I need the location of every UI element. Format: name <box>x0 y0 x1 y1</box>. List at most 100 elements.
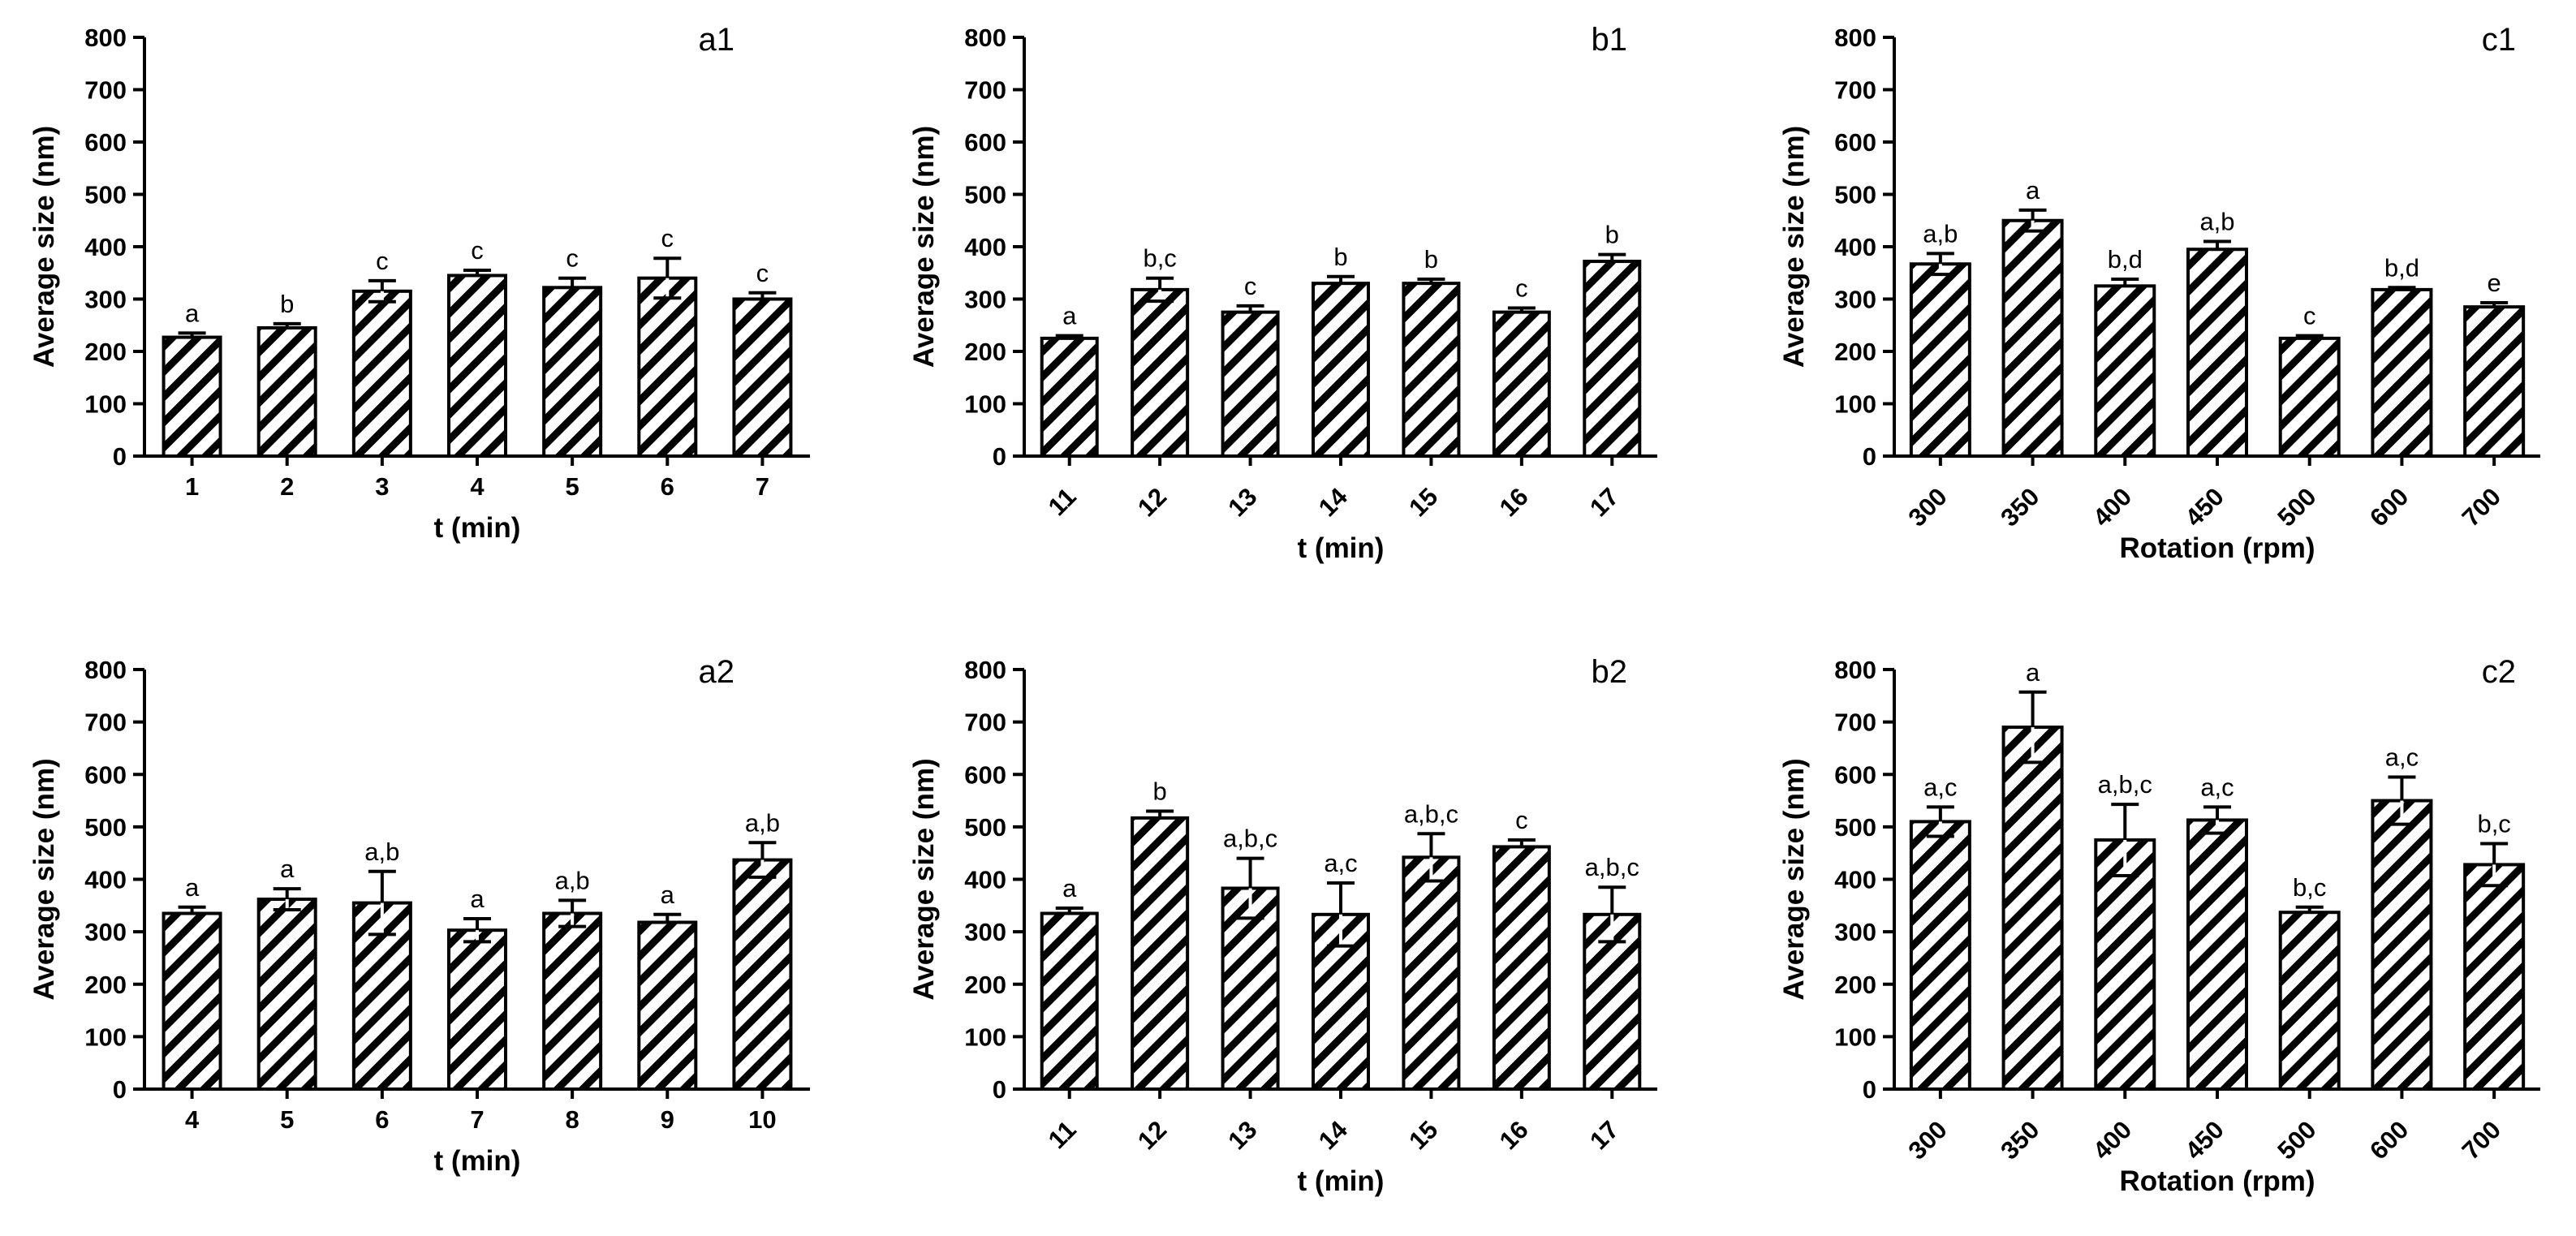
x-tick-label: 7 <box>470 1105 484 1134</box>
significance-label: a,c <box>1324 849 1357 877</box>
y-tick-label: 100 <box>964 390 1006 419</box>
x-tick-label: 13 <box>1222 482 1262 522</box>
x-tick-label: 10 <box>748 1105 776 1134</box>
y-tick-label: 0 <box>993 442 1006 471</box>
bar <box>732 858 793 1091</box>
y-tick-label: 700 <box>964 76 1006 105</box>
bar <box>1583 912 1642 1091</box>
y-axis-label: Average size (nm) <box>1778 758 1810 1000</box>
bar <box>1131 287 1190 459</box>
x-tick-label: 4 <box>470 472 485 501</box>
y-tick-label: 400 <box>964 866 1006 894</box>
panel-label: a1 <box>699 22 735 58</box>
y-tick-label: 100 <box>84 1023 127 1051</box>
significance-label: a,b,c <box>1404 799 1458 828</box>
panel-c1: 0 100 200 300 400 500 600 700 800 Average size (n… <box>1778 22 2540 564</box>
y-tick-label: 300 <box>964 918 1006 946</box>
y-axis-label: Average size (nm) <box>28 126 60 368</box>
y-tick-label: 700 <box>84 708 127 737</box>
x-tick-label: 300 <box>1902 1115 1952 1165</box>
y-tick-label: 600 <box>1834 760 1876 789</box>
bar <box>2186 248 2248 458</box>
y-tick-label: 200 <box>84 338 127 366</box>
x-tick-label: 16 <box>1494 482 1534 522</box>
panel-b1: 0 100 200 300 400 500 600 700 800 Average size (n… <box>908 22 1657 564</box>
x-tick-label: 17 <box>1584 1115 1624 1155</box>
x-tick-label: 17 <box>1584 482 1624 522</box>
x-tick-label: 300 <box>1902 482 1952 532</box>
x-tick-label: 16 <box>1494 1115 1534 1155</box>
y-tick-label: 300 <box>1834 918 1876 946</box>
significance-label: b,c <box>1143 244 1176 273</box>
x-axis-label: t (min) <box>434 512 521 544</box>
y-axis-label: Average size (nm) <box>908 758 940 1000</box>
panel-label: b1 <box>1592 22 1628 58</box>
bar <box>447 273 507 458</box>
significance-label: a,b <box>745 808 780 837</box>
significance-label: b <box>280 290 294 318</box>
y-tick-label: 800 <box>964 24 1006 52</box>
significance-label: c <box>661 224 674 252</box>
panel-label: b2 <box>1592 654 1628 690</box>
bar <box>162 335 222 458</box>
y-tick-label: 100 <box>1834 1023 1876 1051</box>
bar <box>542 911 603 1091</box>
y-tick-label: 700 <box>1834 76 1876 105</box>
x-tick-label: 14 <box>1313 482 1354 523</box>
panel-a1: 0 100 200 300 400 500 600 700 800 Average size (n… <box>28 22 810 544</box>
bar <box>256 325 317 458</box>
x-tick-label: 5 <box>280 1105 294 1134</box>
bar <box>1131 816 1190 1091</box>
bar <box>1492 845 1551 1091</box>
significance-label: a <box>1062 302 1077 330</box>
x-tick-label: 15 <box>1403 482 1443 522</box>
bar <box>1402 282 1461 458</box>
x-tick-label: 700 <box>2457 1115 2506 1165</box>
y-tick-label: 700 <box>964 708 1006 737</box>
y-tick-label: 500 <box>84 813 127 842</box>
significance-label: a,b <box>364 838 399 866</box>
x-tick-label: 1 <box>185 472 199 501</box>
panel-c2: 0 100 200 300 400 500 600 700 800 Average size (n… <box>1778 654 2540 1197</box>
y-tick-label: 800 <box>84 24 127 52</box>
x-tick-label: 2 <box>280 472 294 501</box>
bar <box>1040 911 1099 1091</box>
x-tick-label: 12 <box>1132 482 1172 522</box>
significance-label: a,b,c <box>2098 770 2152 799</box>
significance-label: a <box>2026 658 2040 687</box>
x-tick-label: 500 <box>2272 1115 2321 1165</box>
y-tick-label: 600 <box>84 760 127 789</box>
y-tick-label: 400 <box>84 233 127 261</box>
bar <box>2371 287 2433 459</box>
bar <box>1492 310 1551 458</box>
x-tick-label: 4 <box>185 1105 200 1134</box>
x-tick-label: 5 <box>566 472 579 501</box>
bar <box>2463 863 2526 1092</box>
y-tick-label: 500 <box>1834 181 1876 209</box>
bar <box>2463 305 2526 458</box>
y-tick-label: 600 <box>964 760 1006 789</box>
y-tick-label: 0 <box>1863 442 1876 471</box>
y-tick-label: 300 <box>1834 286 1876 314</box>
significance-label: a <box>185 873 200 902</box>
bar <box>2186 818 2248 1091</box>
significance-label: c <box>376 247 389 275</box>
y-tick-label: 200 <box>964 971 1006 999</box>
y-tick-label: 0 <box>993 1075 1006 1104</box>
y-tick-label: 100 <box>1834 390 1876 419</box>
y-tick-label: 200 <box>1834 971 1876 999</box>
bar <box>162 911 222 1091</box>
bar <box>2278 336 2341 458</box>
x-tick-label: 400 <box>2087 482 2137 532</box>
y-tick-label: 800 <box>84 656 127 684</box>
bar <box>542 286 603 458</box>
significance-label: a,c <box>1923 773 1957 801</box>
bar <box>1583 260 1642 458</box>
x-tick-label: 9 <box>661 1105 674 1134</box>
y-tick-label: 500 <box>964 813 1006 842</box>
bar <box>1909 262 1971 458</box>
significance-label: b,d <box>2384 253 2419 282</box>
significance-label: a <box>470 885 485 913</box>
